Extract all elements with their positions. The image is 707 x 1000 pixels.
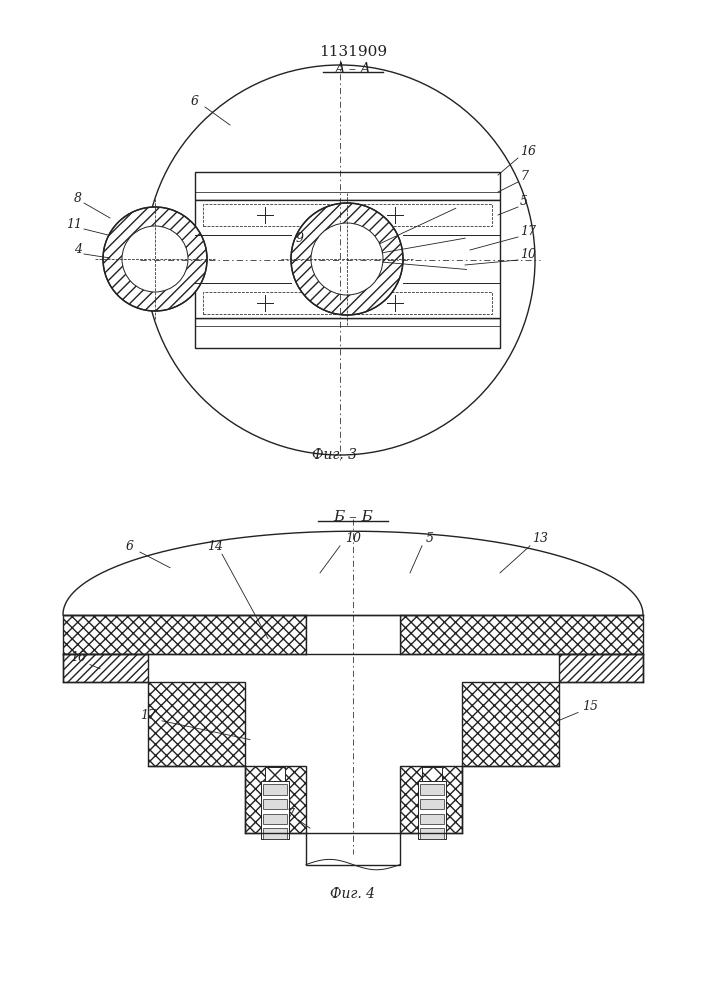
Text: 5: 5	[520, 195, 528, 208]
Bar	[400, 766, 462, 833]
Bar	[263, 828, 287, 839]
Text: 6: 6	[126, 540, 134, 553]
Text: 10: 10	[520, 248, 536, 261]
Circle shape	[291, 203, 403, 315]
Bar	[265, 767, 285, 781]
Bar	[261, 781, 289, 839]
Text: 16: 16	[70, 651, 86, 664]
Text: 6: 6	[191, 95, 199, 108]
Bar	[420, 828, 444, 839]
Text: Б – Б: Б – Б	[333, 510, 373, 524]
Bar	[245, 766, 306, 833]
Bar	[418, 781, 446, 839]
Text: 14: 14	[207, 540, 223, 553]
Text: А – А: А – А	[334, 62, 371, 76]
Text: Фиг. 3: Фиг. 3	[312, 448, 358, 462]
Bar	[63, 615, 306, 654]
Bar	[203, 204, 492, 226]
Circle shape	[103, 207, 207, 311]
Text: 7: 7	[286, 808, 294, 821]
Text: 5: 5	[426, 532, 434, 545]
Bar	[195, 172, 500, 200]
Bar	[263, 799, 287, 809]
Bar	[559, 654, 643, 682]
Text: 16: 16	[520, 145, 536, 158]
Bar	[203, 292, 492, 314]
Bar	[63, 654, 148, 682]
Text: 13: 13	[532, 532, 548, 545]
Bar	[400, 615, 643, 654]
Circle shape	[122, 226, 188, 292]
Bar	[263, 784, 287, 795]
Circle shape	[311, 223, 383, 295]
Bar	[420, 784, 444, 795]
Bar	[306, 833, 400, 865]
Bar	[422, 767, 442, 781]
Text: 7: 7	[520, 170, 528, 183]
Bar	[306, 615, 400, 654]
Bar	[462, 682, 559, 766]
Text: Фиг. 4: Фиг. 4	[330, 888, 375, 902]
Text: 1131909: 1131909	[319, 45, 387, 59]
Text: 17: 17	[520, 225, 536, 238]
Text: 10: 10	[345, 532, 361, 545]
Bar	[195, 200, 500, 318]
Text: 15: 15	[582, 700, 598, 713]
Text: 8: 8	[74, 192, 82, 205]
Bar	[420, 799, 444, 809]
Text: 9: 9	[296, 232, 304, 245]
Bar	[263, 814, 287, 824]
Bar	[148, 682, 245, 766]
Bar	[195, 318, 500, 348]
Text: 17: 17	[140, 709, 156, 722]
Text: 4: 4	[74, 243, 82, 256]
Bar	[420, 814, 444, 824]
Text: 11: 11	[66, 218, 82, 231]
